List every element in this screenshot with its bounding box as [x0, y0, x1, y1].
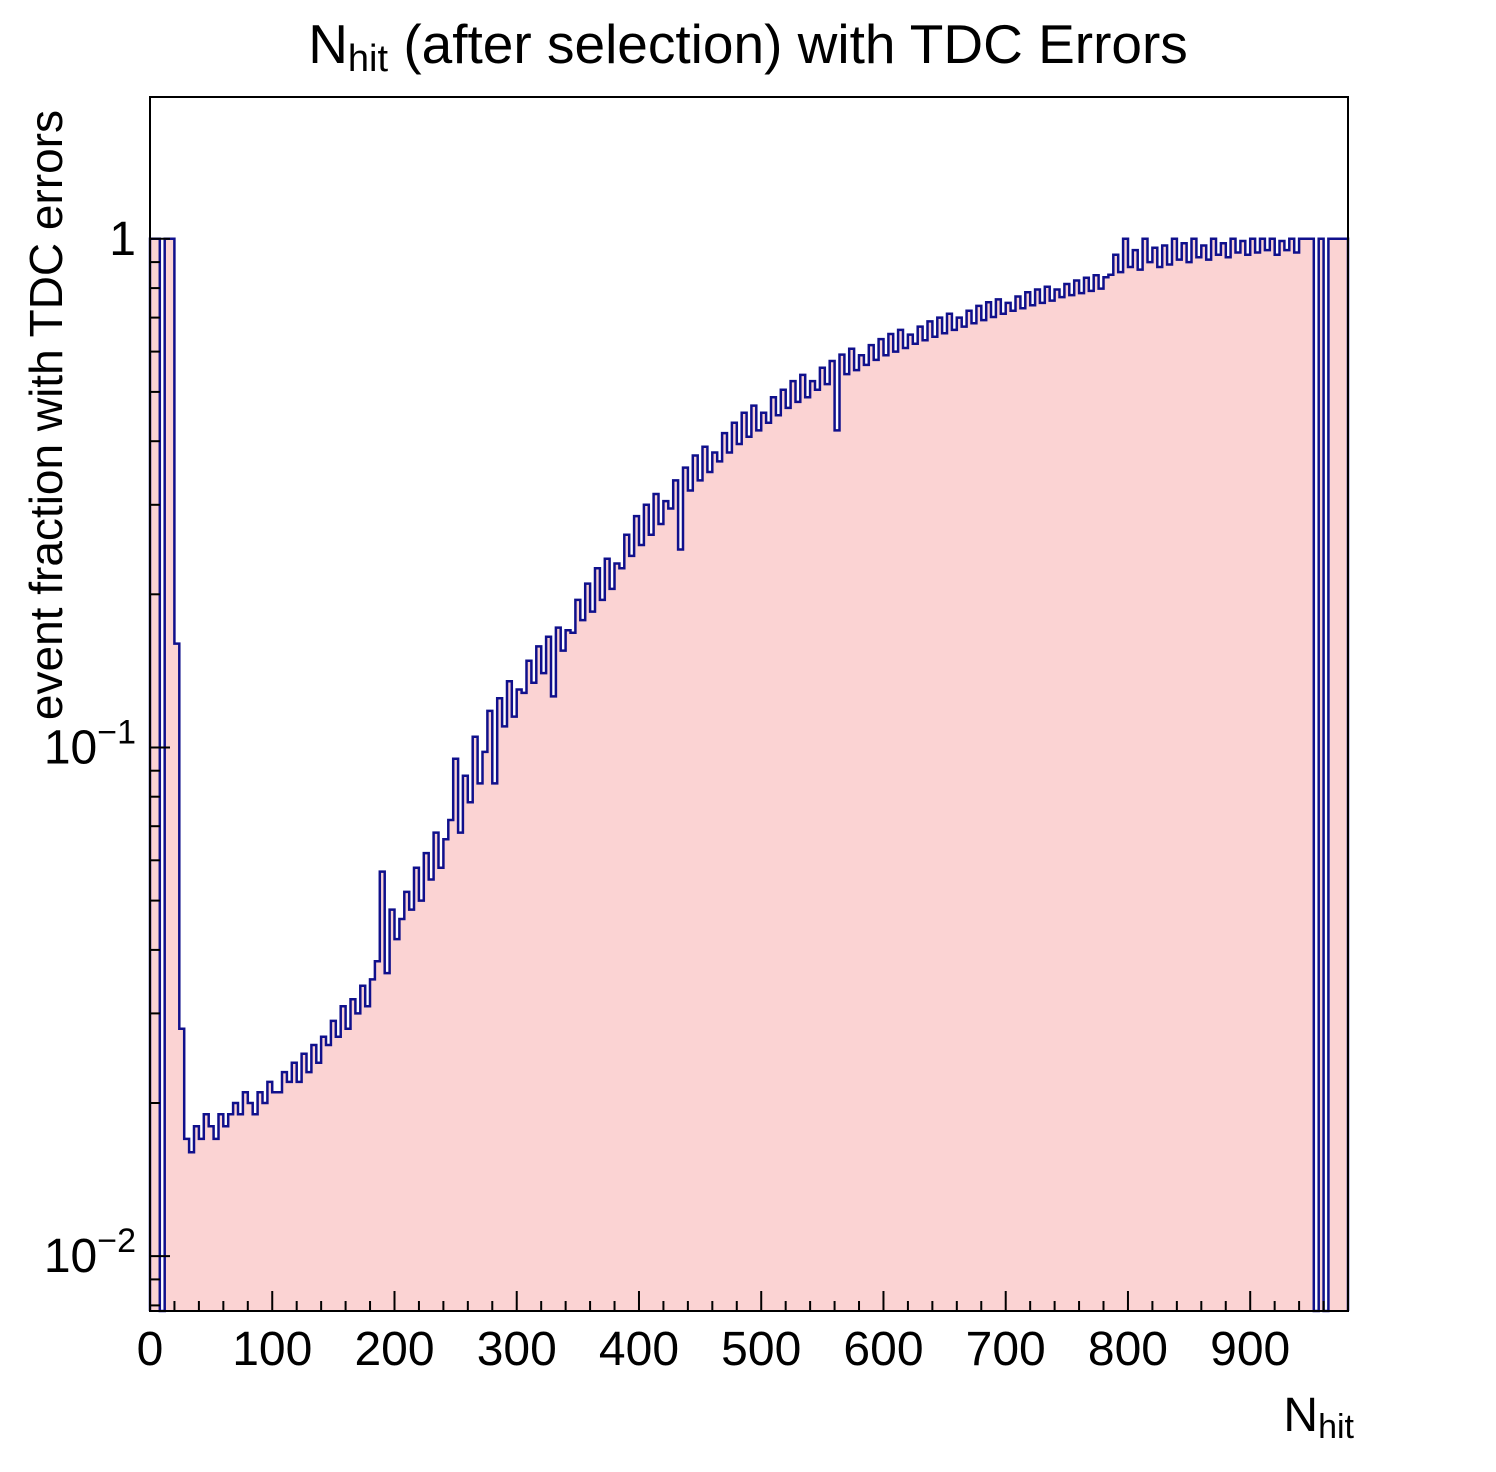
plot-title-suffix: (after selection) with TDC Errors [388, 13, 1188, 75]
x-axis-title-prefix: N [1283, 1389, 1319, 1442]
svg-text:500: 500 [721, 1323, 801, 1376]
svg-text:10−2: 10−2 [44, 1222, 136, 1283]
svg-text:200: 200 [354, 1323, 434, 1376]
x-axis-title: Nhit [1283, 1388, 1354, 1447]
plot-title-prefix: N [308, 13, 348, 75]
x-axis-title-subscript: hit [1318, 1408, 1354, 1447]
svg-text:800: 800 [1088, 1323, 1168, 1376]
svg-text:900: 900 [1210, 1323, 1290, 1376]
svg-text:0: 0 [137, 1323, 164, 1376]
y-axis-title: event fraction with TDC errors [20, 109, 72, 721]
svg-text:700: 700 [966, 1323, 1046, 1376]
svg-text:10−1: 10−1 [44, 714, 136, 775]
plot-title: Nhit (after selection) with TDC Errors [0, 12, 1496, 80]
plot-title-subscript: hit [347, 38, 389, 81]
svg-text:600: 600 [843, 1323, 923, 1376]
svg-text:300: 300 [477, 1323, 557, 1376]
svg-text:1: 1 [109, 213, 136, 266]
svg-text:100: 100 [232, 1323, 312, 1376]
svg-text:400: 400 [599, 1323, 679, 1376]
